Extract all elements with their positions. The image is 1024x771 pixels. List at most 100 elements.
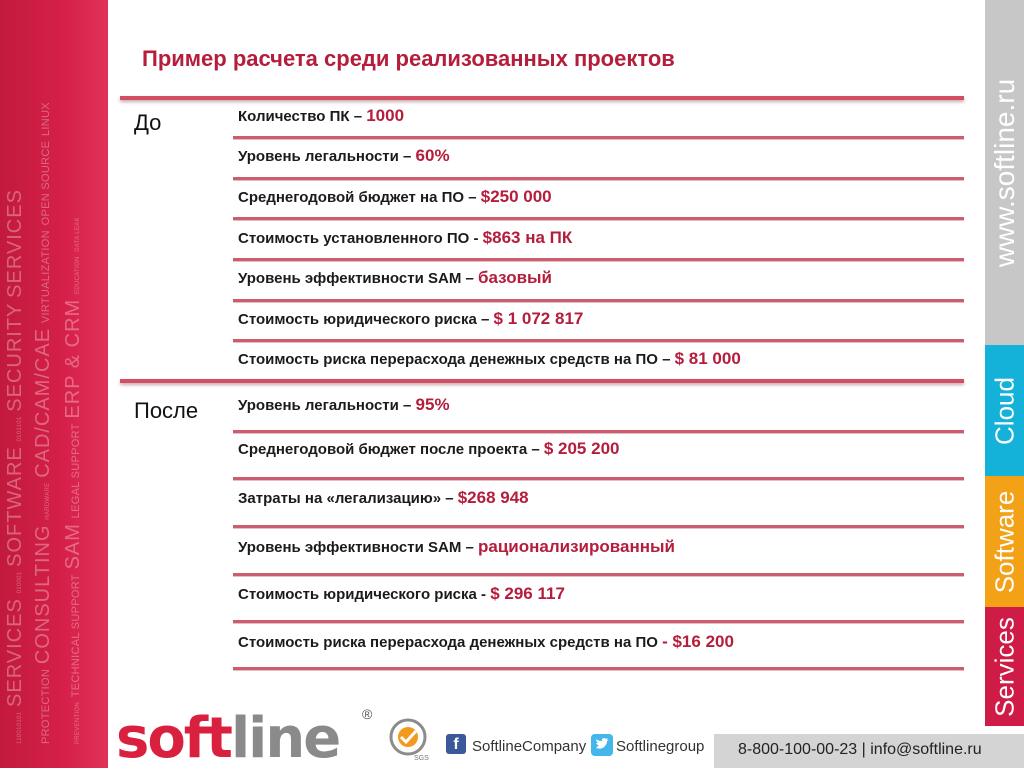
left-virtualization-text: VIRTUALIZATION	[40, 230, 52, 324]
binary-text: 0101101	[17, 416, 23, 442]
left-software-text: SOFTWARE	[4, 446, 26, 567]
left-legal-support-text: LEGAL SUPPORT	[70, 423, 82, 519]
left-open-source-text: OPEN SOURCE	[40, 140, 52, 226]
row-label: Среднегодовой бюджет после проекта –	[238, 441, 544, 458]
row-value: - $16 200	[662, 632, 734, 651]
left-decorative-panel: 110010101 SERVICES 010001 SOFTWARE 01011…	[0, 0, 108, 768]
table-row: Уровень легальности – 60%	[238, 146, 450, 166]
left-technical-support-text: TECHNICAL SUPPORT	[70, 574, 82, 698]
twitter-label[interactable]: Softlinegroup	[616, 738, 705, 755]
facebook-label[interactable]: SoftlineCompany	[472, 738, 587, 755]
row-divider	[233, 177, 964, 180]
softline-logo[interactable]: softline	[116, 706, 386, 771]
binary-text: 110010101	[17, 711, 23, 744]
binary-text: 010001	[17, 571, 23, 594]
row-value: $ 1 072 817	[493, 309, 584, 328]
row-label: Стоимость установленного ПО -	[238, 230, 483, 247]
contact-bar	[714, 734, 1024, 768]
table-row: Уровень эффективности SAM – рационализир…	[238, 537, 675, 557]
row-label: Уровень эффективности SAM –	[238, 270, 478, 287]
page-title: Пример расчета среди реализованных проек…	[142, 46, 675, 71]
left-line-2: PROTECTION CONSULTING HARDWARE CAD/CAM/C…	[32, 102, 55, 744]
left-protection-text: PROTECTION	[40, 668, 52, 744]
url-tab-label: www.softline.ru	[988, 78, 1020, 267]
row-label: Стоимость юридического риска -	[238, 586, 491, 603]
table-row: Затраты на «легализацию» – $268 948	[238, 488, 529, 508]
row-value: $ 296 117	[490, 584, 565, 603]
left-prevention-text: PREVENTION	[75, 701, 81, 744]
row-label: Среднегодовой бюджет на ПО –	[238, 189, 481, 206]
contact-info[interactable]: 8-800-100-00-23 | info@softline.ru	[738, 741, 982, 758]
row-divider	[233, 573, 964, 576]
table-row: Среднегодовой бюджет после проекта – $ 2…	[238, 439, 619, 459]
row-divider	[233, 477, 964, 480]
section-label-after: После	[134, 398, 199, 423]
logo-soft-text: soft	[116, 706, 233, 771]
row-value: 95%	[415, 395, 450, 414]
row-divider	[233, 299, 964, 302]
row-value: $ 205 200	[543, 439, 620, 458]
row-value: базовый	[478, 268, 552, 287]
left-hardware-text: HARDWARE	[45, 482, 51, 520]
services-tab-label: Services	[989, 616, 1019, 717]
row-label: Стоимость риска перерасхода денежных сре…	[238, 634, 663, 651]
row-label: Уровень легальности –	[238, 148, 416, 165]
left-services-text: SERVICES	[4, 598, 26, 707]
left-line-3: PREVENTION TECHNICAL SUPPORT SAM LEGAL S…	[62, 217, 85, 744]
left-security-text: SECURITY	[4, 302, 26, 412]
table-row: Уровень эффективности SAM – базовый	[238, 268, 552, 288]
left-education-text: EDUCATION	[75, 256, 81, 295]
left-data-leak-text: DATA LEAK	[75, 217, 81, 252]
section-label-before: До	[134, 110, 162, 135]
logo-line-text: line	[230, 706, 341, 771]
left-services2-text: SERVICES	[4, 189, 26, 298]
row-value: $863 на ПК	[482, 228, 573, 247]
section-divider	[120, 379, 964, 383]
row-label: Уровень эффективности SAM –	[238, 539, 478, 556]
row-value: $250 000	[480, 187, 552, 206]
row-divider	[233, 339, 964, 342]
row-value: рационализированный	[478, 537, 675, 556]
row-value: $ 81 000	[674, 349, 741, 368]
row-divider	[233, 136, 964, 139]
table-row: Стоимость риска перерасхода денежных сре…	[238, 349, 741, 369]
table-row: Уровень легальности – 95%	[238, 395, 450, 415]
sgs-label: SGS	[414, 755, 429, 762]
left-sam-text: SAM	[62, 523, 84, 570]
left-line-1: 110010101 SERVICES 010001 SOFTWARE 01011…	[4, 189, 27, 744]
left-erp-crm-text: ERP & CRM	[62, 298, 84, 419]
row-label: Стоимость риска перерасхода денежных сре…	[238, 351, 675, 368]
table-row: Среднегодовой бюджет на ПО – $250 000	[238, 187, 552, 207]
software-tab-label: Software	[989, 490, 1019, 593]
row-label: Стоимость юридического риска –	[238, 311, 494, 328]
left-linux-text: LINUX	[40, 102, 52, 137]
table-row: Стоимость юридического риска – $ 1 072 8…	[238, 309, 583, 329]
twitter-icon[interactable]	[591, 734, 613, 756]
services-tab[interactable]: Services	[985, 607, 1024, 726]
row-label: Уровень легальности –	[238, 397, 416, 414]
left-panel-text-block: 110010101 SERVICES 010001 SOFTWARE 01011…	[0, 0, 108, 768]
software-tab[interactable]: Software	[985, 476, 1024, 607]
row-label: Затраты на «легализацию» –	[238, 490, 458, 507]
table-row: Количество ПК – 1000	[238, 106, 404, 126]
facebook-icon[interactable]: f	[446, 734, 466, 754]
registered-mark: ®	[362, 706, 373, 722]
row-divider	[233, 620, 964, 623]
sgs-certification-icon: SGS	[389, 718, 429, 762]
row-divider	[233, 430, 964, 433]
row-divider	[233, 217, 964, 220]
row-divider	[233, 258, 964, 261]
left-cad-text: CAD/CAM/CAE	[32, 327, 54, 478]
table-row: Стоимость риска перерасхода денежных сре…	[238, 632, 734, 652]
url-tab[interactable]: www.softline.ru	[985, 0, 1024, 345]
cloud-tab[interactable]: Cloud	[985, 345, 1024, 476]
table-row: Стоимость юридического риска - $ 296 117	[238, 584, 565, 604]
row-value: $268 948	[457, 488, 529, 507]
row-label: Количество ПК –	[238, 108, 367, 125]
top-divider	[120, 96, 964, 100]
table-row: Стоимость установленного ПО - $863 на ПК	[238, 228, 572, 248]
left-consulting-text: CONSULTING	[32, 524, 54, 665]
cloud-tab-label: Cloud	[989, 376, 1019, 445]
row-divider	[233, 667, 964, 670]
row-divider	[233, 525, 964, 528]
